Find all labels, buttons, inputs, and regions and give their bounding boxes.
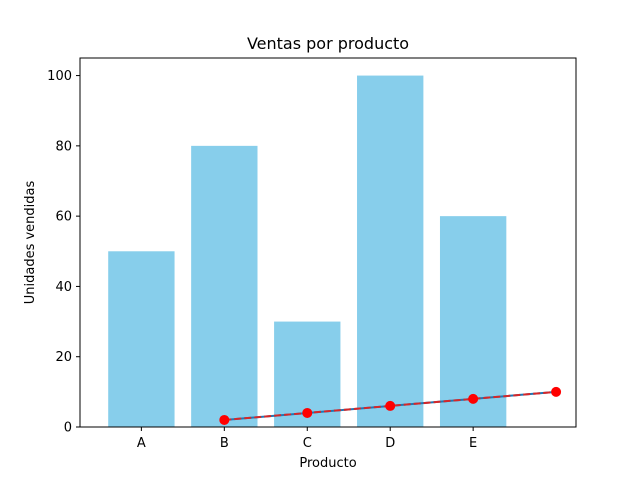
plot-frame (79, 57, 577, 428)
bar-D (357, 75, 424, 428)
x-axis: A B C D E (137, 427, 477, 451)
x-tick-label: C (303, 436, 312, 451)
overlay-line-group (219, 386, 562, 425)
overlay-point (468, 393, 479, 404)
chart-title: Ventas por producto (247, 34, 409, 53)
bar-A (108, 251, 175, 427)
y-tick-label: 100 (47, 69, 72, 84)
y-tick-label: 20 (55, 350, 72, 365)
y-axis: 0 20 40 60 80 100 (47, 69, 80, 436)
y-axis-label: Unidades vendidas (23, 181, 38, 305)
y-tick-label: 60 (55, 210, 72, 225)
overlay-point (385, 400, 396, 411)
x-tick-label: B (220, 436, 229, 451)
y-tick-label: 0 (64, 421, 72, 436)
x-tick-label: E (469, 436, 477, 451)
bar-E (439, 216, 507, 427)
x-tick-label: A (137, 436, 146, 451)
bar-B (191, 145, 258, 427)
y-tick-label: 40 (55, 280, 72, 295)
x-axis-label: Producto (299, 456, 356, 471)
overlay-point (302, 407, 313, 418)
bars-group (108, 75, 507, 428)
overlay-point (219, 414, 230, 425)
y-tick-label: 80 (55, 139, 72, 154)
overlay-point (551, 386, 562, 397)
x-tick-label: D (385, 436, 395, 451)
